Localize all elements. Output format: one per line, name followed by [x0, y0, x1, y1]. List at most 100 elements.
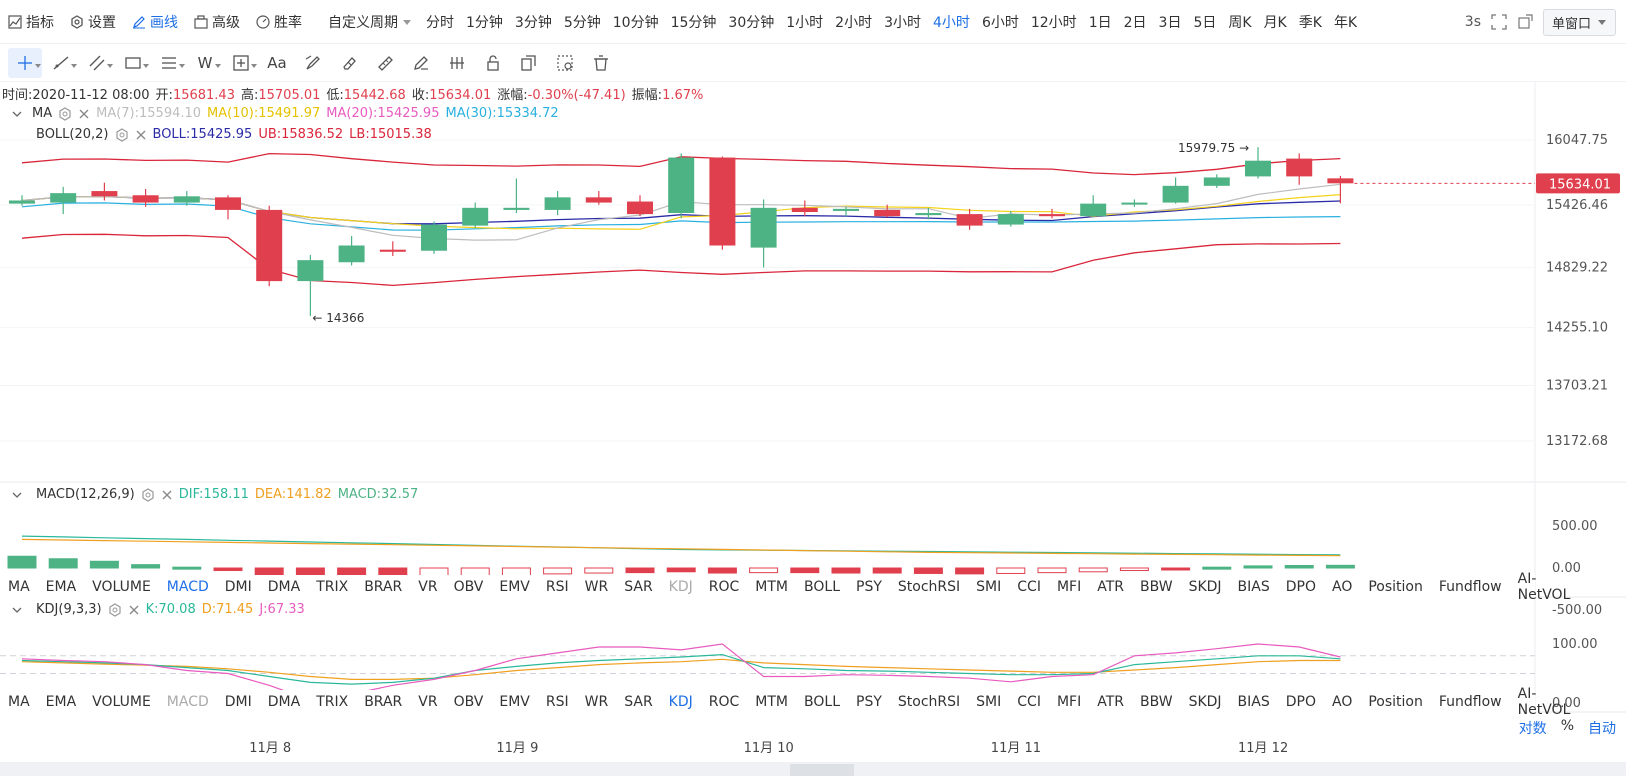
parallel-line-tool[interactable]: [80, 48, 114, 78]
auto-scale-button[interactable]: 自动: [1588, 721, 1616, 737]
indicator-tab-roc[interactable]: ROC: [708, 579, 740, 595]
period-11[interactable]: 6小时: [981, 14, 1019, 31]
collapse-chevron-icon[interactable]: [12, 606, 22, 614]
indicator-tab-ai-netvol[interactable]: AI-NetVOL: [1517, 686, 1571, 718]
period-16[interactable]: 5日: [1193, 14, 1217, 31]
ruler-tool[interactable]: [368, 48, 402, 78]
text-tool[interactable]: Aa: [260, 48, 294, 78]
indicator-tab-roc[interactable]: ROC: [708, 694, 740, 710]
close-icon[interactable]: [135, 129, 147, 141]
period-8[interactable]: 2小时: [835, 14, 873, 31]
indicator-tab-ma[interactable]: MA: [8, 579, 30, 595]
indicator-tab-mfi[interactable]: MFI: [1056, 579, 1082, 595]
gear-icon[interactable]: [115, 127, 129, 142]
indicator-tab-fundflow[interactable]: Fundflow: [1438, 579, 1502, 595]
indicator-tab-ma[interactable]: MA: [8, 694, 30, 710]
indicator-tab-rsi[interactable]: RSI: [545, 579, 569, 595]
draw-line-button[interactable]: 画线: [124, 0, 186, 44]
trend-line-tool[interactable]: [44, 48, 78, 78]
indicator-tab-boll[interactable]: BOLL: [804, 694, 840, 710]
indicator-tab-fundflow[interactable]: Fundflow: [1438, 694, 1502, 710]
indicator-tab-brar[interactable]: BRAR: [364, 694, 403, 710]
period-3[interactable]: 5分钟: [563, 14, 601, 31]
indicator-tab-volume[interactable]: VOLUME: [92, 694, 151, 710]
fullscreen-icon[interactable]: [1491, 14, 1507, 30]
indicator-tab-rsi[interactable]: RSI: [545, 694, 569, 710]
period-10[interactable]: 4小时: [933, 14, 970, 31]
collapse-chevron-icon[interactable]: [12, 110, 22, 118]
fibonacci-tool[interactable]: [152, 48, 186, 78]
indicator-tab-position[interactable]: Position: [1368, 694, 1423, 710]
indicator-tab-atr[interactable]: ATR: [1097, 579, 1124, 595]
indicator-tab-mtm[interactable]: MTM: [755, 579, 789, 595]
indicator-tab-brar[interactable]: BRAR: [364, 579, 403, 595]
percent-scale-button[interactable]: %: [1560, 718, 1574, 734]
crosshair-tool[interactable]: [8, 47, 42, 78]
indicator-tab-macd[interactable]: MACD: [166, 579, 209, 595]
indicator-tab-volume[interactable]: VOLUME: [92, 579, 151, 595]
win-rate-button[interactable]: 胜率: [248, 0, 310, 44]
gear-icon[interactable]: [58, 106, 72, 121]
indicator-tab-bbw[interactable]: BBW: [1140, 694, 1173, 710]
period-5[interactable]: 15分钟: [670, 14, 717, 31]
indicator-tab-cci[interactable]: CCI: [1017, 694, 1041, 710]
period-20[interactable]: 年K: [1333, 14, 1358, 31]
drawing-settings-tool[interactable]: [548, 48, 582, 78]
window-mode-dropdown[interactable]: 单窗口: [1542, 8, 1616, 36]
indicator-tab-sar[interactable]: SAR: [624, 694, 653, 710]
brush-tool[interactable]: [296, 48, 330, 78]
indicator-tab-dmi[interactable]: DMI: [224, 694, 252, 710]
indicator-tab-dma[interactable]: DMA: [267, 694, 301, 710]
indicator-tab-vr[interactable]: VR: [418, 579, 438, 595]
indicator-tab-skdj[interactable]: SKDJ: [1188, 694, 1222, 710]
indicator-tab-dpo[interactable]: DPO: [1285, 579, 1316, 595]
eraser-tool[interactable]: [332, 48, 366, 78]
indicator-tab-dpo[interactable]: DPO: [1285, 694, 1316, 710]
indicator-tab-stochrsi[interactable]: StochRSI: [897, 579, 961, 595]
indicator-tab-trix[interactable]: TRIX: [316, 579, 349, 595]
indicator-tab-obv[interactable]: OBV: [453, 579, 484, 595]
measure-tool[interactable]: [224, 48, 258, 78]
indicator-tab-bbw[interactable]: BBW: [1140, 579, 1173, 595]
indicator-tab-ema[interactable]: EMA: [45, 694, 77, 710]
indicator-tab-stochrsi[interactable]: StochRSI: [897, 694, 961, 710]
indicator-tab-bias[interactable]: BIAS: [1237, 694, 1270, 710]
indicator-tab-emv[interactable]: EMV: [499, 579, 530, 595]
indicator-tab-wr[interactable]: WR: [584, 694, 609, 710]
indicator-tab-mfi[interactable]: MFI: [1056, 694, 1082, 710]
period-15[interactable]: 3日: [1158, 14, 1182, 31]
indicator-tab-skdj[interactable]: SKDJ: [1188, 579, 1222, 595]
period-17[interactable]: 周K: [1228, 14, 1252, 31]
period-1[interactable]: 1分钟: [466, 14, 503, 31]
copy-tool[interactable]: [512, 48, 546, 78]
indicator-tab-vr[interactable]: VR: [418, 694, 438, 710]
close-icon[interactable]: [128, 604, 140, 616]
period-13[interactable]: 1日: [1088, 14, 1112, 31]
lock-tool[interactable]: [476, 48, 510, 78]
indicator-tab-psy[interactable]: PSY: [856, 694, 882, 710]
indicator-tab-kdj[interactable]: KDJ: [668, 694, 693, 710]
indicator-tab-mtm[interactable]: MTM: [755, 694, 789, 710]
period-19[interactable]: 季K: [1298, 14, 1322, 31]
period-4[interactable]: 10分钟: [612, 14, 659, 31]
period-0[interactable]: 分时: [426, 14, 454, 31]
indicator-tab-macd[interactable]: MACD: [166, 694, 209, 710]
indicator-tab-ao[interactable]: AO: [1332, 579, 1353, 595]
indicator-tab-ai-netvol[interactable]: AI-NetVOL: [1517, 571, 1571, 603]
gear-icon[interactable]: [141, 487, 155, 502]
indicator-tab-atr[interactable]: ATR: [1097, 694, 1124, 710]
indicator-tab-boll[interactable]: BOLL: [804, 579, 840, 595]
period-12[interactable]: 12小时: [1030, 14, 1077, 31]
log-scale-button[interactable]: 对数: [1518, 721, 1547, 737]
kline-chart[interactable]: 16047.75 15426.46 14829.22 14255.10 13703.21…: [0, 82, 1626, 776]
advanced-button[interactable]: 高级: [186, 0, 248, 44]
indicator-tab-dmi[interactable]: DMI: [224, 579, 252, 595]
indicator-tab-sar[interactable]: SAR: [624, 579, 653, 595]
indicator-tab-dma[interactable]: DMA: [267, 579, 301, 595]
indicator-tab-bias[interactable]: BIAS: [1237, 579, 1270, 595]
wave-tool[interactable]: W: [188, 48, 222, 78]
period-6[interactable]: 30分钟: [728, 14, 775, 31]
rectangle-tool[interactable]: [116, 48, 150, 78]
close-icon[interactable]: [161, 489, 173, 501]
indicator-tab-obv[interactable]: OBV: [453, 694, 484, 710]
